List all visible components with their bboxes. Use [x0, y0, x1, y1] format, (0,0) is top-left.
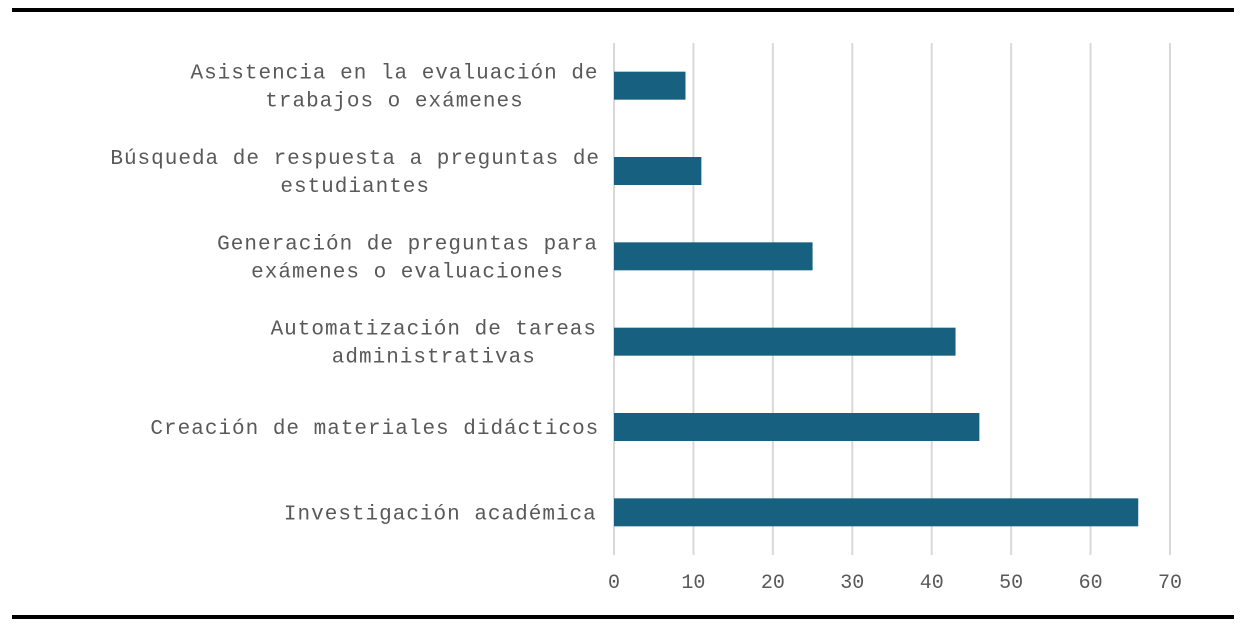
bar-5	[614, 413, 980, 441]
category-labels: Asistencia en la evaluación de trabajos o…	[110, 63, 600, 527]
x-tick-label-10: 10	[681, 572, 705, 595]
category-label-3: Generación de preguntas para exámenes o e…	[217, 233, 598, 284]
category-label-line: Creación de materiales didácticos	[150, 418, 599, 441]
category-label-4: Automatización de tareas administrativas	[271, 319, 597, 370]
category-label-1: Asistencia en la evaluación de trabajos o…	[190, 63, 598, 114]
gridlines	[613, 43, 1171, 555]
category-label-line: exámenes o evaluaciones	[251, 261, 564, 284]
category-label-line: Asistencia en la evaluación de	[190, 63, 598, 86]
category-label-2: Búsqueda de respuesta a preguntas de estu…	[110, 148, 600, 199]
x-tick-label-20: 20	[761, 572, 785, 595]
bar-4	[614, 327, 956, 356]
category-label-line: trabajos o exámenes	[265, 91, 523, 114]
bar-2	[614, 157, 702, 185]
category-label-line: estudiantes	[280, 176, 430, 199]
category-label-6: Investigación académica	[284, 503, 597, 526]
top-rule	[12, 8, 1234, 12]
category-label-line: Investigación académica	[284, 503, 597, 526]
x-tick-label-30: 30	[840, 572, 864, 595]
bar-3	[614, 242, 813, 271]
category-label-line: Generación de preguntas para	[217, 233, 598, 256]
x-tick-label-0: 0	[608, 572, 620, 595]
category-label-line: administrativas	[332, 347, 536, 370]
category-label-line: Búsqueda de respuesta a preguntas de	[110, 148, 600, 171]
category-label-line: Automatización de tareas	[271, 319, 597, 342]
x-tick-label-50: 50	[999, 572, 1023, 595]
x-axis-tick-labels: 0 10 20 30 40 50 60 70	[608, 572, 1182, 595]
x-tick-label-70: 70	[1158, 572, 1182, 595]
category-label-5: Creación de materiales didácticos	[150, 418, 599, 441]
bottom-rule	[12, 615, 1234, 619]
x-tick-label-60: 60	[1079, 572, 1103, 595]
bar-6	[614, 498, 1139, 527]
x-tick-label-40: 40	[920, 572, 944, 595]
bars	[614, 71, 1139, 527]
bar-1	[614, 71, 686, 100]
